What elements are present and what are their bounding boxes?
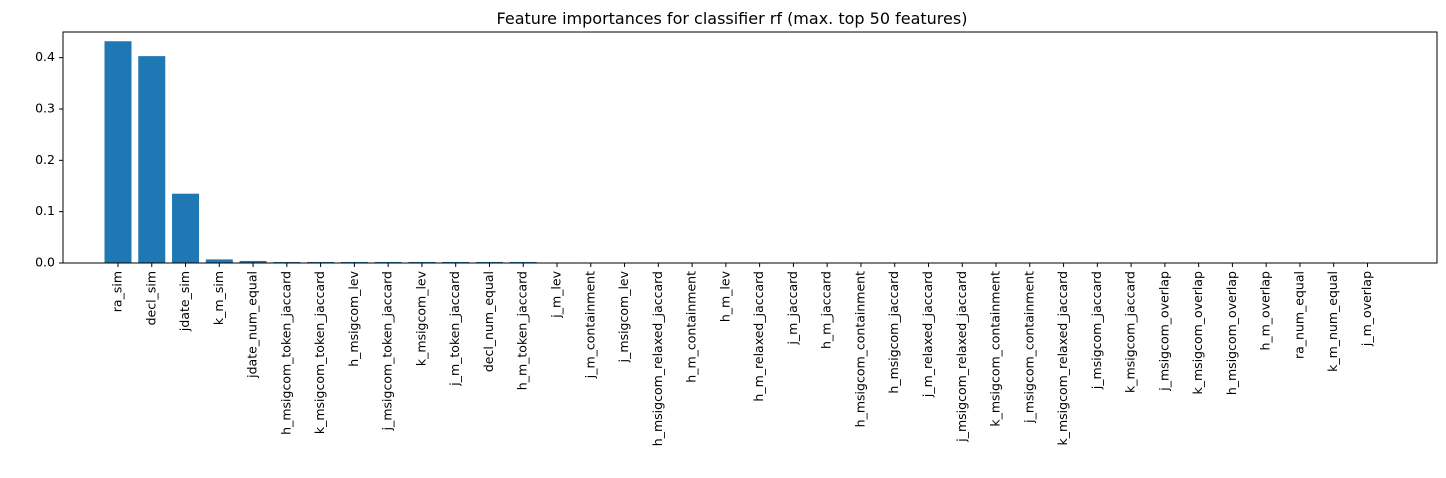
x-tick-label: j_m_lev <box>549 270 564 318</box>
y-tick-label: 0.3 <box>35 101 55 116</box>
x-tick-label: ra_sim <box>110 271 125 312</box>
x-tick-label: h_msigcom_overlap <box>1224 271 1239 395</box>
x-axis: ra_sim decl_sim jdate_sim k_m_sim jdate_num_… <box>110 263 1374 446</box>
bars-group <box>104 41 1145 263</box>
bar-ra_sim <box>104 41 132 263</box>
x-tick-label: j_msigcom_lev <box>616 270 631 363</box>
x-tick-label: j_m_containment <box>582 271 597 379</box>
x-tick-label: k_msigcom_relaxed_jaccard <box>1055 271 1070 446</box>
x-tick-label: j_m_overlap <box>1359 271 1374 347</box>
y-tick-label: 0.1 <box>35 203 55 218</box>
x-tick-label: k_msigcom_token_jaccard <box>312 271 327 434</box>
x-tick-label: h_m_relaxed_jaccard <box>751 271 766 402</box>
x-tick-label: h_msigcom_containment <box>852 271 867 427</box>
x-tick-label: h_m_jaccard <box>819 271 834 349</box>
x-tick-label: h_m_containment <box>684 271 699 383</box>
x-tick-label: ra_num_equal <box>1291 271 1306 359</box>
x-tick-label: j_msigcom_token_jaccard <box>380 271 395 431</box>
x-tick-label: j_m_token_jaccard <box>447 271 462 387</box>
x-tick-label: k_msigcom_jaccard <box>1123 271 1138 393</box>
x-tick-label: h_msigcom_relaxed_jaccard <box>650 271 665 446</box>
bar-decl_num_equal <box>475 261 503 263</box>
x-tick-label: k_msigcom_lev <box>413 270 428 366</box>
bar-j_msigcom_token_jaccard <box>374 261 402 263</box>
x-tick-label: h_m_token_jaccard <box>515 271 530 390</box>
x-tick-label: k_msigcom_containment <box>988 271 1003 427</box>
x-tick-label: h_msigcom_token_jaccard <box>278 271 293 435</box>
bar-k_m_sim <box>205 259 233 263</box>
x-tick-label: h_m_overlap <box>1258 271 1273 351</box>
chart-title: Feature importances for classifier rf (m… <box>497 9 968 28</box>
bar-h_m_token_jaccard <box>509 261 537 263</box>
bar-jdate_num_equal <box>239 260 267 263</box>
x-tick-label: k_m_num_equal <box>1325 271 1340 372</box>
y-tick-label: 0.2 <box>35 152 55 167</box>
bar-j_m_token_jaccard <box>442 261 470 263</box>
y-tick-label: 0.4 <box>35 49 55 64</box>
bar-jdate_sim <box>172 193 200 263</box>
x-tick-label: k_msigcom_overlap <box>1190 271 1205 395</box>
y-axis: 0.0 0.1 0.2 0.3 0.4 <box>35 49 63 270</box>
x-tick-label: h_msigcom_jaccard <box>886 271 901 394</box>
x-tick-label: jdate_sim <box>177 271 192 332</box>
x-tick-label: decl_sim <box>143 271 158 325</box>
y-tick-label: 0.0 <box>35 255 55 270</box>
x-tick-label: j_msigcom_containment <box>1021 271 1036 424</box>
x-tick-label: j_m_relaxed_jaccard <box>920 271 935 398</box>
x-tick-label: decl_num_equal <box>481 271 496 372</box>
bar-k_msigcom_lev <box>408 261 436 263</box>
x-tick-label: j_m_jaccard <box>785 271 800 346</box>
bar-decl_sim <box>138 56 166 263</box>
x-tick-label: jdate_num_equal <box>245 271 260 379</box>
bar-k_msigcom_token_jaccard <box>307 261 335 263</box>
x-tick-label: j_msigcom_overlap <box>1156 271 1171 392</box>
bar-h_msigcom_token_jaccard <box>273 261 301 263</box>
x-tick-label: k_m_sim <box>211 271 226 325</box>
x-tick-label: j_msigcom_relaxed_jaccard <box>954 271 969 443</box>
x-tick-label: h_m_lev <box>717 270 732 322</box>
x-tick-label: j_msigcom_jaccard <box>1089 271 1104 390</box>
x-tick-label: h_msigcom_lev <box>346 270 361 366</box>
plot-frame <box>62 31 1438 264</box>
bar-h_msigcom_lev <box>340 261 368 263</box>
